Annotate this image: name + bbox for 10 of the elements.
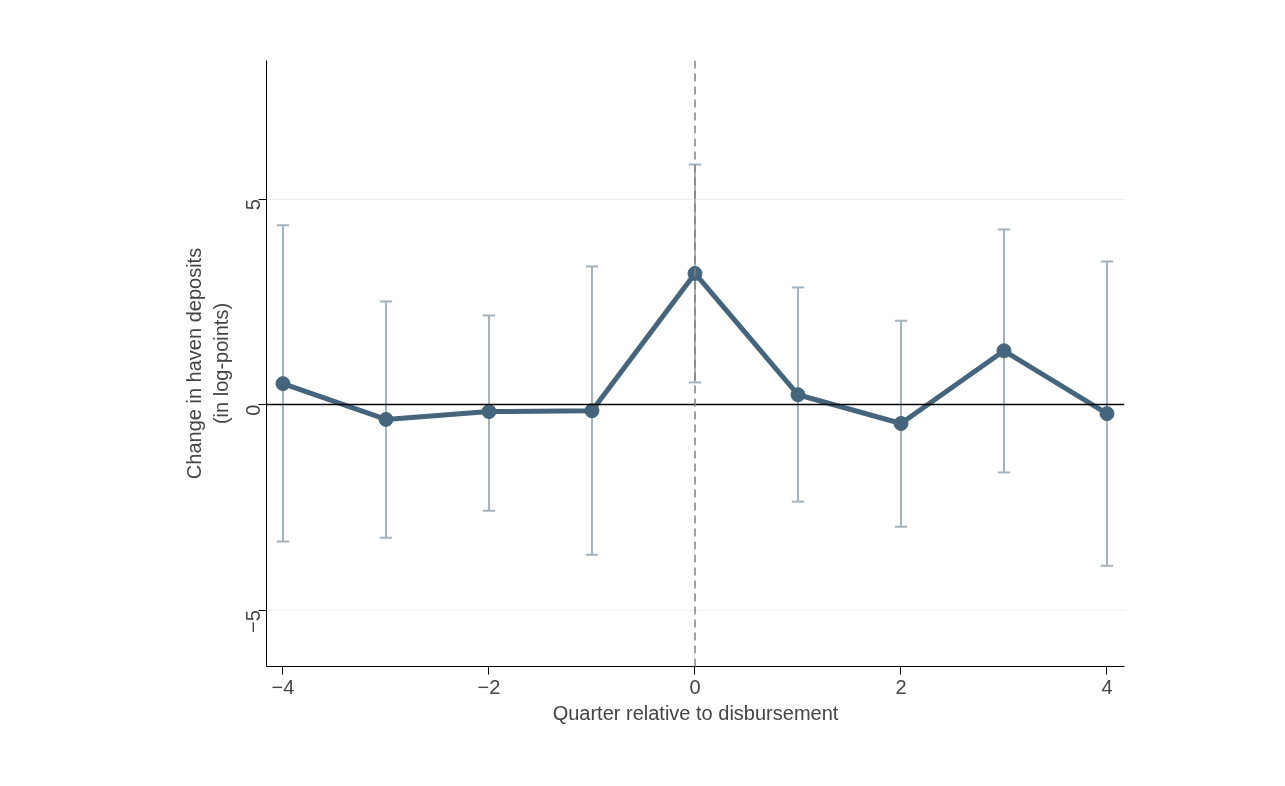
y-tick-label: −5 [242, 610, 265, 633]
x-tick-label: 2 [895, 675, 907, 698]
x-axis-title: Quarter relative to disbursement [552, 701, 839, 724]
y-tick-label: 5 [242, 199, 265, 211]
y-axis-title: Change in haven deposits (in log-points) [183, 247, 232, 480]
x-tick-label: −2 [477, 675, 501, 698]
y-tick-label: 0 [242, 404, 265, 416]
x-tick-label: 4 [1101, 675, 1113, 698]
x-tick-label: −4 [271, 675, 295, 698]
x-tick-label: 0 [689, 675, 701, 698]
